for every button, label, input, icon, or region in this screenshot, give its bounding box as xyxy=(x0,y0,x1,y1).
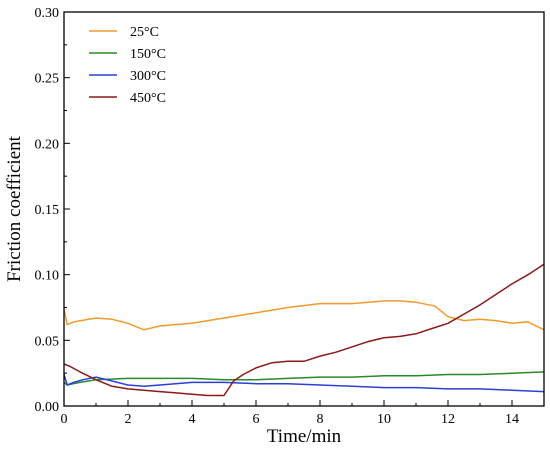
y-tick-label: 0.10 xyxy=(35,269,60,284)
series-line-0 xyxy=(63,300,545,331)
x-tick-label: 0 xyxy=(61,412,68,427)
axis-ticks: 0 2 4 6 8 10 12 14 0.00 0.05 0.10 0.15 0.20 0.25 0.30 xyxy=(35,6,520,427)
series-lines xyxy=(63,263,545,397)
x-tick-label: 10 xyxy=(377,412,391,427)
series-line-1 xyxy=(63,371,545,386)
x-tick-label: 12 xyxy=(441,412,455,427)
y-tick-label: 0.30 xyxy=(35,6,60,21)
x-tick-label: 4 xyxy=(189,412,196,427)
series-line-3 xyxy=(63,263,545,397)
y-axis-title: Friction coefficient xyxy=(4,135,25,282)
legend-label: 150°C xyxy=(130,47,166,62)
legend: 25°C 150°C 300°C 450°C xyxy=(89,25,166,106)
legend-label: 450°C xyxy=(130,91,166,106)
x-tick-label: 8 xyxy=(317,412,324,427)
x-tick-label: 2 xyxy=(125,412,132,427)
legend-label: 25°C xyxy=(130,25,159,40)
x-tick-label: 6 xyxy=(253,412,260,427)
y-tick-label: 0.15 xyxy=(35,203,60,218)
y-tick-label: 0.20 xyxy=(35,137,60,152)
x-axis-title: Time/min xyxy=(267,426,342,447)
x-tick-label: 14 xyxy=(505,412,519,427)
legend-label: 300°C xyxy=(130,69,166,84)
y-tick-label: 0.00 xyxy=(35,400,60,415)
y-tick-label: 0.25 xyxy=(35,72,60,87)
series-line-2 xyxy=(63,374,545,393)
y-tick-label: 0.05 xyxy=(35,334,60,349)
